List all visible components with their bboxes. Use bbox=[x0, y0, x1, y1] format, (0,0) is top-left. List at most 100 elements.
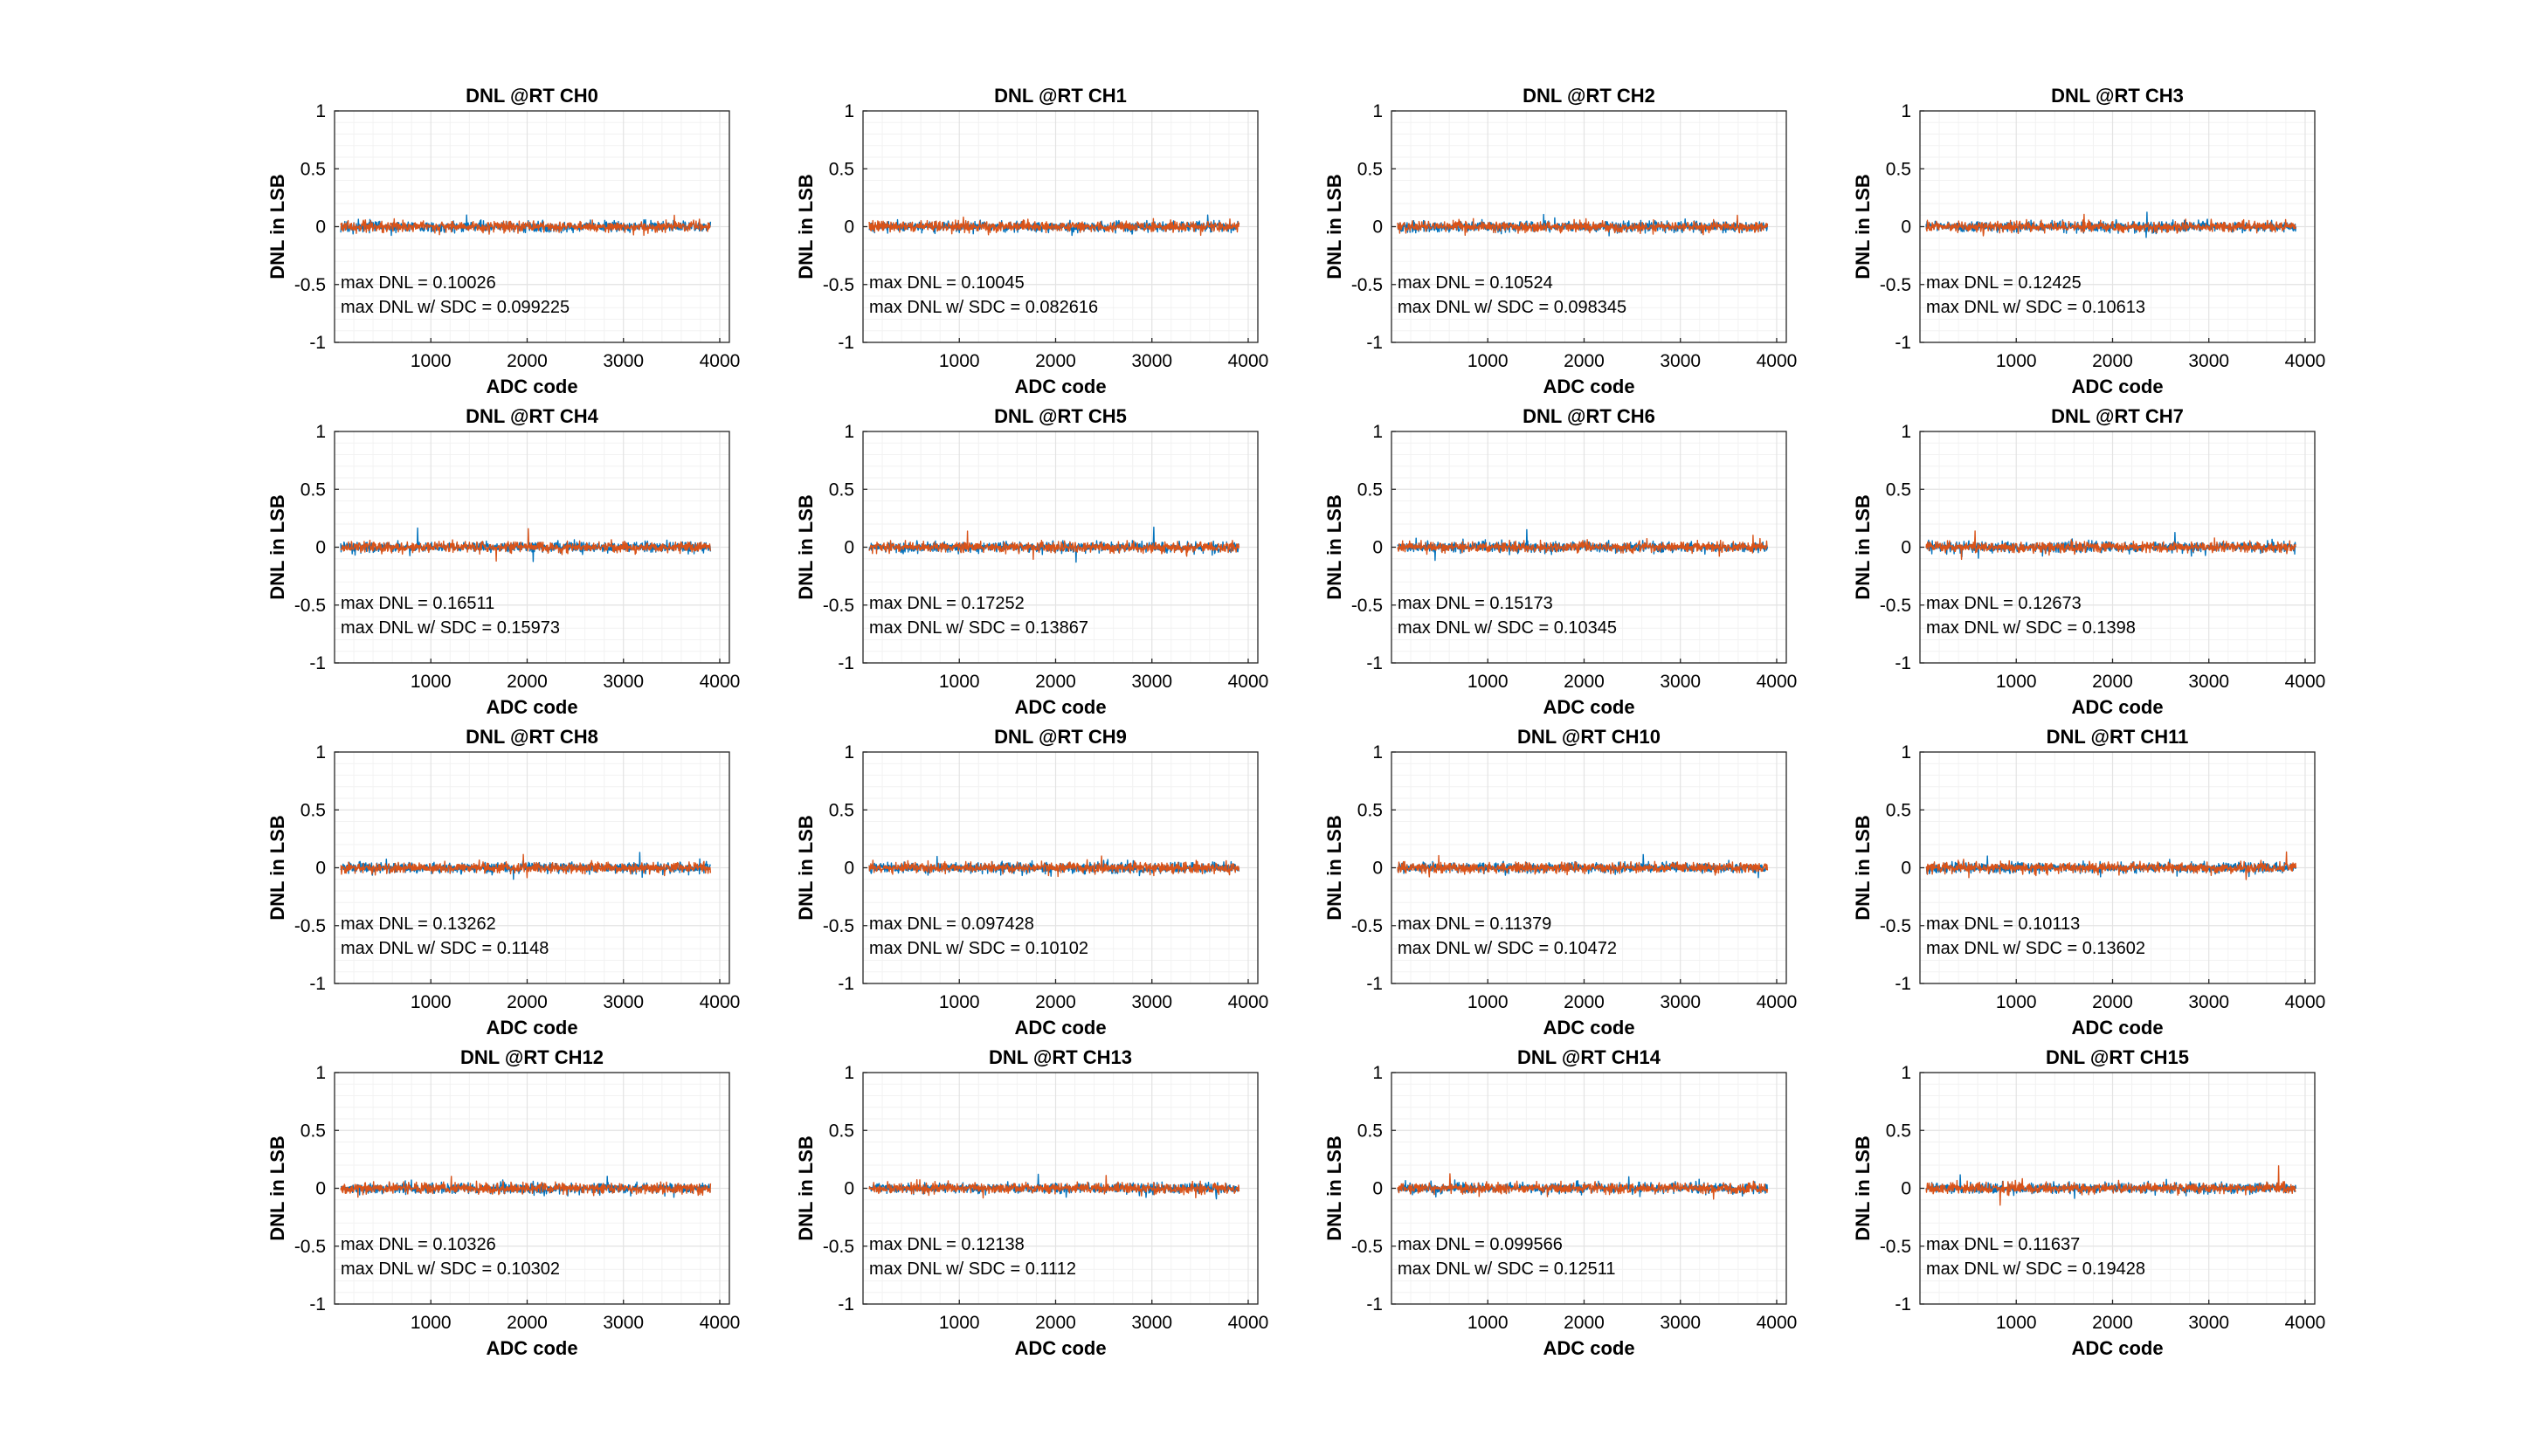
y-tick-label: -0.5 bbox=[823, 275, 854, 295]
subplot-ch4: 1000 2000 3000 4000 -1 -0.5 0 0.5 1 DNL @RT CH4 AD… bbox=[266, 405, 740, 718]
subplot-ch8: 1000 2000 3000 4000 -1 -0.5 0 0.5 1 DNL @RT CH8 AD… bbox=[266, 726, 740, 1039]
x-tick-label: 2000 bbox=[1564, 1313, 1605, 1333]
y-tick-label: 1 bbox=[1901, 422, 1911, 442]
subplot-ch12: 1000 2000 3000 4000 -1 -0.5 0 0.5 1 DNL @RT CH12 A… bbox=[266, 1046, 740, 1359]
x-tick-label: 1000 bbox=[939, 992, 980, 1012]
subplot-title: DNL @RT CH1 bbox=[994, 85, 1127, 107]
x-tick-label: 3000 bbox=[603, 351, 644, 371]
x-tick-label: 2000 bbox=[507, 351, 548, 371]
series-dnl-sdc-line bbox=[1397, 214, 1769, 236]
series-dnl-sdc-line bbox=[1925, 851, 2297, 880]
y-tick-label: -1 bbox=[838, 333, 854, 353]
y-axis-label: DNL in LSB bbox=[795, 815, 817, 921]
x-tick-label: 4000 bbox=[1757, 351, 1798, 371]
x-tick-label: 4000 bbox=[1228, 672, 1269, 692]
x-tick-label: 1000 bbox=[1467, 992, 1509, 1012]
x-tick-label: 3000 bbox=[1131, 1313, 1172, 1333]
subplot-ch1: 1000 2000 3000 4000 -1 -0.5 0 0.5 1 DNL @RT CH1 AD… bbox=[795, 85, 1268, 397]
y-tick-label: -0.5 bbox=[294, 596, 326, 616]
x-tick-label: 2000 bbox=[1035, 351, 1076, 371]
subplot-title: DNL @RT CH10 bbox=[1517, 726, 1661, 748]
y-tick-label: -0.5 bbox=[294, 916, 326, 936]
y-tick-label: -1 bbox=[309, 974, 326, 994]
y-tick-label: 1 bbox=[1372, 742, 1383, 763]
max-dnl-annotation: max DNL = 0.12673 bbox=[1926, 594, 2082, 613]
y-tick-label: 0.5 bbox=[1886, 1121, 1911, 1141]
max-dnl-annotation: max DNL = 0.17252 bbox=[869, 594, 1025, 613]
subplot-ch7: 1000 2000 3000 4000 -1 -0.5 0 0.5 1 DNL @RT CH7 AD… bbox=[1852, 405, 2325, 718]
y-axis-label: DNL in LSB bbox=[795, 1135, 817, 1241]
x-tick-label: 2000 bbox=[2092, 351, 2133, 371]
y-tick-label: 0.5 bbox=[300, 1121, 326, 1141]
subplot-ch15: 1000 2000 3000 4000 -1 -0.5 0 0.5 1 DNL @RT CH15 A… bbox=[1852, 1046, 2325, 1359]
subplot-ch5: 1000 2000 3000 4000 -1 -0.5 0 0.5 1 DNL @RT CH5 AD… bbox=[795, 405, 1268, 718]
max-dnl-annotation: max DNL w/ SDC = 0.082616 bbox=[869, 298, 1098, 317]
x-axis-label: ADC code bbox=[1014, 376, 1106, 397]
series-dnl-sdc-line bbox=[1397, 1173, 1769, 1200]
x-tick-label: 3000 bbox=[1660, 351, 1701, 371]
y-tick-label: 0 bbox=[315, 859, 326, 879]
y-tick-label: -0.5 bbox=[823, 596, 854, 616]
y-tick-label: 1 bbox=[315, 1063, 326, 1083]
y-tick-label: 0 bbox=[315, 538, 326, 558]
y-tick-label: 1 bbox=[1901, 1063, 1911, 1083]
series-dnl-sdc-line bbox=[340, 214, 711, 237]
y-tick-label: 1 bbox=[1901, 101, 1911, 121]
y-tick-label: 0.5 bbox=[300, 800, 326, 820]
y-tick-label: -1 bbox=[1366, 333, 1383, 353]
y-tick-label: -0.5 bbox=[823, 1237, 854, 1257]
subplot-ch11: 1000 2000 3000 4000 -1 -0.5 0 0.5 1 DNL @RT CH11 A… bbox=[1852, 726, 2325, 1039]
max-dnl-annotation: max DNL = 0.10326 bbox=[341, 1235, 496, 1254]
x-tick-label: 2000 bbox=[2092, 1313, 2133, 1333]
x-tick-label: 2000 bbox=[1035, 992, 1076, 1012]
x-tick-label: 3000 bbox=[1131, 992, 1172, 1012]
y-tick-label: 0 bbox=[844, 859, 854, 879]
subplot-ch9: 1000 2000 3000 4000 -1 -0.5 0 0.5 1 DNL @RT CH9 AD… bbox=[795, 726, 1268, 1039]
y-tick-label: 0 bbox=[1901, 538, 1911, 558]
x-axis-label: ADC code bbox=[1543, 1337, 1634, 1359]
y-axis-label: DNL in LSB bbox=[266, 815, 288, 921]
y-tick-label: -1 bbox=[1366, 1294, 1383, 1315]
y-tick-label: -1 bbox=[309, 1294, 326, 1315]
series-dnl-sdc-line bbox=[340, 528, 712, 562]
y-tick-label: 0.5 bbox=[829, 1121, 854, 1141]
max-dnl-annotation: max DNL = 0.10113 bbox=[1926, 914, 2080, 934]
subplot-ch3: 1000 2000 3000 4000 -1 -0.5 0 0.5 1 DNL @RT CH3 AD… bbox=[1852, 85, 2325, 397]
y-tick-label: 0.5 bbox=[829, 159, 854, 179]
y-tick-label: 0 bbox=[1372, 859, 1383, 879]
x-tick-label: 1000 bbox=[1996, 351, 2037, 371]
y-tick-label: -0.5 bbox=[823, 916, 854, 936]
y-tick-label: 0.5 bbox=[1886, 159, 1911, 179]
y-tick-label: 0 bbox=[844, 538, 854, 558]
y-tick-label: 0 bbox=[1372, 1179, 1383, 1199]
y-tick-label: 0 bbox=[315, 217, 326, 238]
max-dnl-annotation: max DNL = 0.11637 bbox=[1926, 1235, 2080, 1254]
x-tick-label: 3000 bbox=[2188, 351, 2229, 371]
subplot-title: DNL @RT CH12 bbox=[460, 1046, 604, 1068]
y-axis-label: DNL in LSB bbox=[1852, 815, 1874, 921]
y-tick-label: 0 bbox=[315, 1179, 326, 1199]
series-dnl-sdc-line bbox=[340, 853, 712, 879]
y-tick-label: 0 bbox=[844, 1179, 854, 1199]
max-dnl-annotation: max DNL w/ SDC = 0.10472 bbox=[1398, 939, 1617, 958]
subplot-ch14: 1000 2000 3000 4000 -1 -0.5 0 0.5 1 DNL @RT CH14 A… bbox=[1323, 1046, 1797, 1359]
max-dnl-annotation: max DNL = 0.16511 bbox=[341, 594, 494, 613]
series-dnl-sdc-line bbox=[868, 530, 1240, 560]
series-dnl-sdc-line bbox=[1397, 535, 1768, 557]
x-tick-label: 1000 bbox=[1996, 992, 2037, 1012]
max-dnl-annotation: max DNL w/ SDC = 0.10345 bbox=[1398, 618, 1617, 638]
y-tick-label: 0 bbox=[1372, 538, 1383, 558]
x-tick-label: 2000 bbox=[1564, 351, 1605, 371]
max-dnl-annotation: max DNL w/ SDC = 0.13867 bbox=[869, 618, 1088, 638]
series-dnl-sdc-line bbox=[340, 1176, 712, 1198]
x-tick-label: 2000 bbox=[507, 992, 548, 1012]
subplot-ch6: 1000 2000 3000 4000 -1 -0.5 0 0.5 1 DNL @RT CH6 AD… bbox=[1323, 405, 1797, 718]
y-axis-label: DNL in LSB bbox=[1852, 1135, 1874, 1241]
y-axis-label: DNL in LSB bbox=[1323, 494, 1345, 600]
max-dnl-annotation: max DNL = 0.12138 bbox=[869, 1235, 1025, 1254]
y-tick-label: 0 bbox=[1901, 859, 1911, 879]
y-tick-label: -1 bbox=[838, 653, 854, 673]
subplot-title: DNL @RT CH8 bbox=[466, 726, 598, 748]
